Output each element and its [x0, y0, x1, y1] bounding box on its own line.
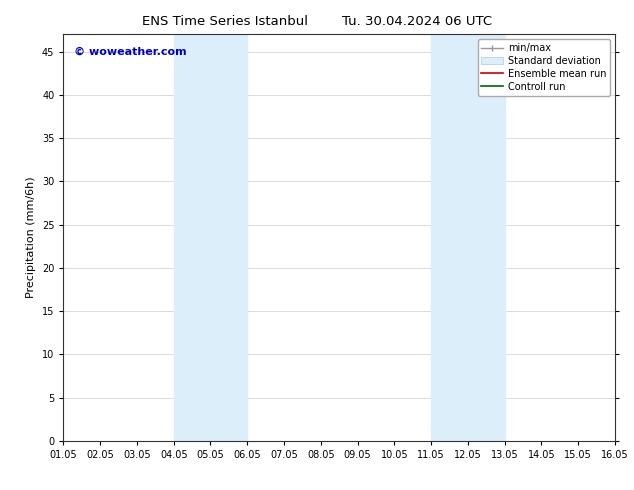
Text: © woweather.com: © woweather.com: [74, 47, 187, 56]
Y-axis label: Precipitation (mm/6h): Precipitation (mm/6h): [27, 177, 36, 298]
Bar: [431, 34, 505, 441]
Text: ENS Time Series Istanbul        Tu. 30.04.2024 06 UTC: ENS Time Series Istanbul Tu. 30.04.2024 …: [142, 15, 492, 28]
Legend: min/max, Standard deviation, Ensemble mean run, Controll run: min/max, Standard deviation, Ensemble me…: [477, 39, 610, 96]
Bar: [174, 34, 247, 441]
